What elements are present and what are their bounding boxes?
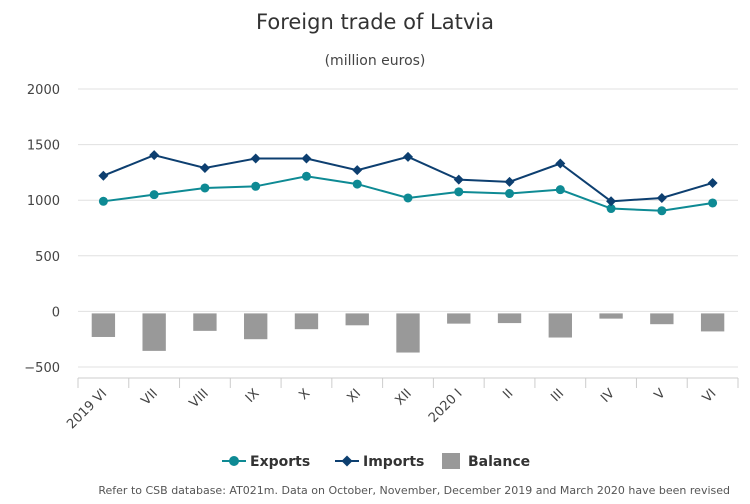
balance-bar [548, 313, 572, 338]
y-tick-label: 1500 [27, 139, 60, 154]
balance-bars [91, 313, 725, 353]
imports-point [250, 153, 261, 164]
x-tick-label: VII [139, 386, 161, 408]
x-tick-label: 2019 VI [64, 386, 110, 432]
y-tick-label: 1000 [27, 194, 60, 209]
imports-point [606, 196, 617, 207]
balance-bar [497, 313, 522, 324]
exports-point [657, 206, 667, 216]
balance-bar [91, 313, 116, 337]
x-tick-label: VIII [187, 386, 212, 411]
balance-bar [193, 313, 217, 331]
exports-point [505, 189, 515, 199]
legend-imports-marker [341, 455, 353, 467]
legend: Exports Imports Balance [222, 453, 530, 470]
y-tick-label: 0 [52, 305, 60, 320]
x-tick-label: IX [243, 386, 263, 406]
legend-balance-label: Balance [468, 454, 530, 470]
exports-point [555, 185, 565, 195]
balance-bar [700, 313, 725, 332]
chart-subtitle: (million euros) [325, 53, 426, 69]
imports-point [403, 151, 413, 162]
imports-point [707, 177, 718, 188]
x-tick-label: 2020 I [426, 386, 466, 426]
exports-point [403, 193, 413, 203]
chart-title: Foreign trade of Latvia [256, 10, 494, 34]
footnote: Refer to CSB database: AT021m. Data on O… [98, 484, 730, 497]
balance-bar [599, 313, 623, 319]
line-series [98, 150, 718, 216]
exports-point [352, 179, 362, 189]
y-tick-label: 2000 [27, 83, 60, 98]
exports-point [200, 183, 210, 193]
balance-bar [345, 313, 369, 326]
imports-point [352, 165, 363, 176]
grid-lines [78, 88, 738, 368]
x-tick-label: IV [598, 386, 618, 406]
x-tick-label: V [652, 386, 669, 403]
exports-point [606, 204, 616, 214]
balance-bar [447, 313, 471, 324]
imports-point [656, 192, 667, 203]
imports-point [149, 150, 160, 161]
exports-point [708, 198, 718, 208]
balance-bar [244, 313, 268, 340]
imports-point [199, 162, 210, 173]
exports-point [301, 171, 311, 181]
exports-point [149, 190, 159, 200]
imports-point [555, 158, 566, 169]
legend-exports-marker [229, 456, 239, 466]
imports-point [98, 170, 109, 181]
exports-point [98, 196, 108, 206]
x-tick-label: III [548, 386, 567, 405]
imports-point [504, 176, 515, 187]
imports-point [301, 153, 312, 164]
balance-bar [396, 313, 420, 353]
y-axis-ticks: −500 0 500 1000 1500 2000 [24, 83, 60, 376]
x-axis-ticks: 2019 VI VII VIII IX X XI XII 2020 I II III IV V VI [64, 386, 719, 432]
legend-exports-label: Exports [250, 454, 310, 470]
balance-bar [650, 313, 674, 325]
y-tick-label: 500 [35, 250, 60, 265]
x-tick-label: II [500, 386, 516, 402]
x-tick-label: XI [344, 386, 364, 406]
x-tick-label: XII [392, 386, 414, 408]
legend-imports-label: Imports [363, 454, 424, 470]
x-tick-label: X [296, 386, 313, 403]
balance-bar [142, 313, 166, 351]
x-axis [77, 377, 739, 388]
exports-point [454, 187, 464, 197]
x-tick-label: VI [700, 386, 720, 406]
legend-balance-swatch [442, 453, 460, 469]
exports-point [251, 181, 261, 191]
imports-point [453, 174, 464, 185]
balance-bar [294, 313, 319, 330]
y-tick-label: −500 [24, 361, 60, 376]
